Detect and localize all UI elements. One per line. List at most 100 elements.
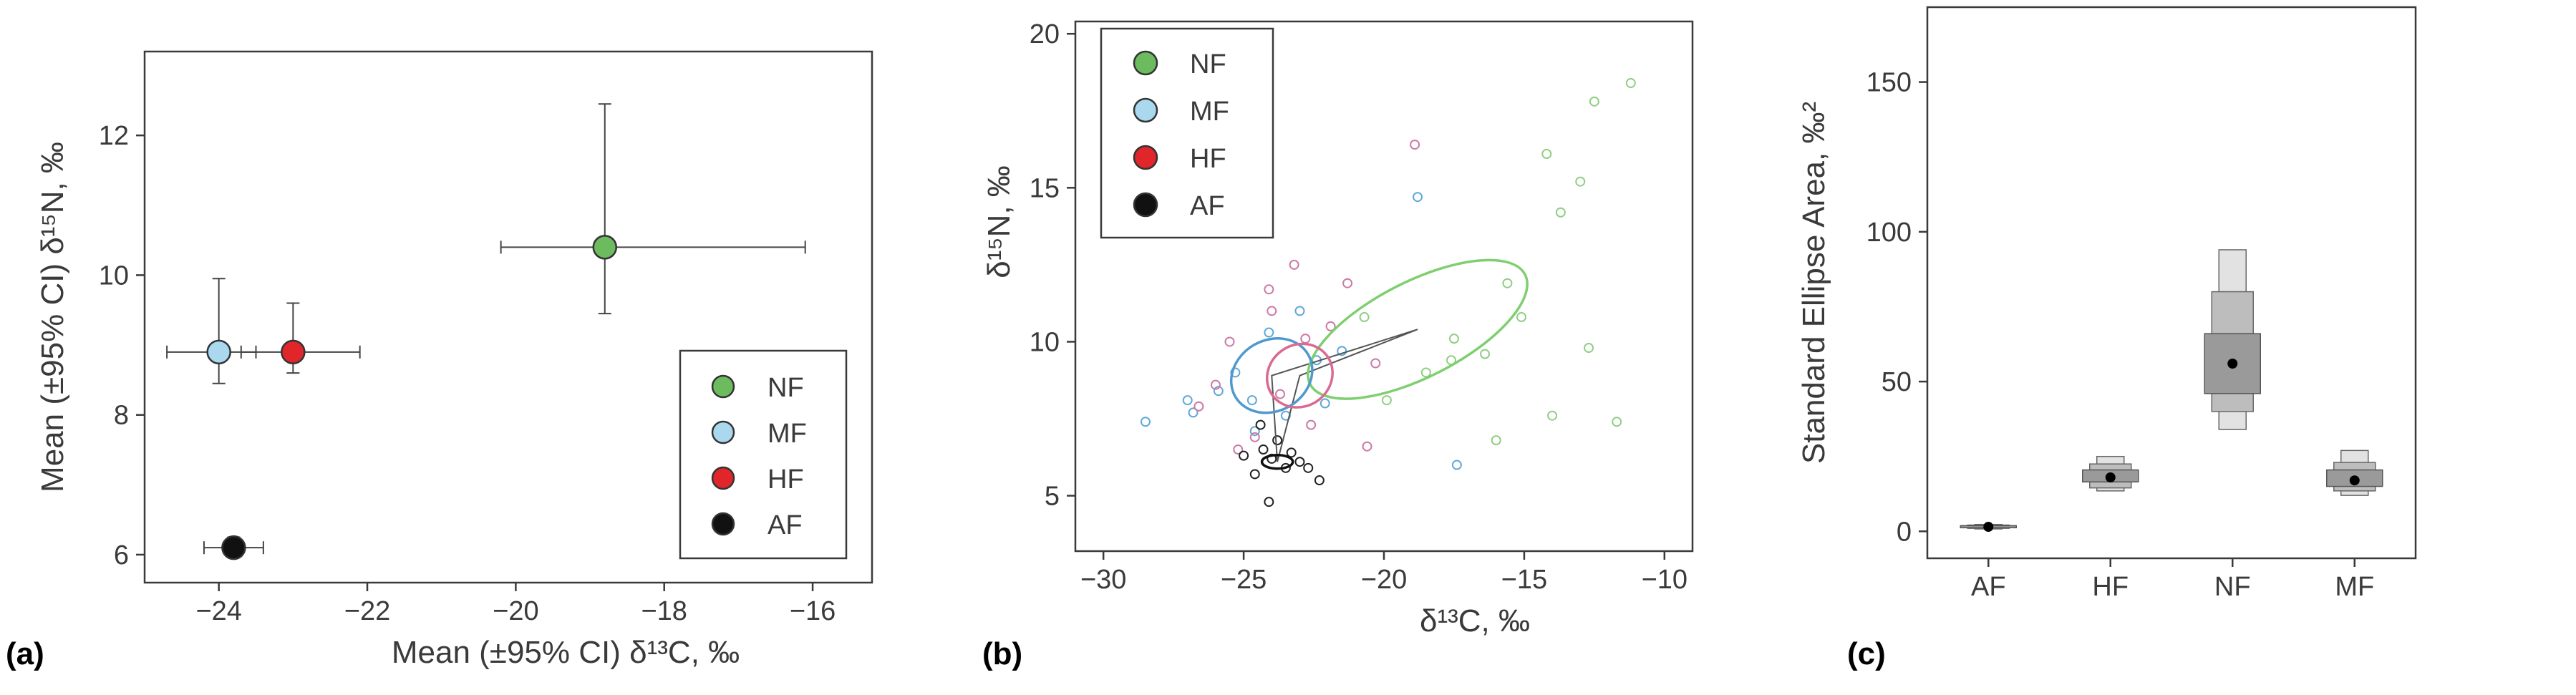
y-tick-label: 10 [99,261,129,291]
legend-label-hf: HF [768,465,804,495]
data-point-hf [1233,444,1244,455]
y-tick-label: 15 [1030,173,1060,203]
data-point-af [1264,497,1274,507]
data-point-mf [1188,407,1199,418]
data-point-nf [1625,78,1636,89]
data-point-nf [1420,367,1431,378]
data-point-nf [1612,417,1622,427]
data-point-hf [1300,334,1311,344]
data-point-mf [1213,386,1224,397]
y-axis-label: Standard Ellipse Area, ‰² [1796,102,1831,464]
y-tick-label: 6 [114,540,129,570]
mean-point-af [221,535,246,560]
legend-label-nf: NF [768,373,804,403]
data-point-hf [1362,441,1372,452]
legend-box [1100,27,1274,239]
panel-b-isotope-biplot: −30 −25 −20 −15 −10 5 10 15 20 δ¹³C, ‰ δ¹⁵N, ‰ (b) N… [982,19,1694,671]
legend-marker-af [711,512,735,536]
data-point-af [1239,450,1249,461]
data-point-nf [1491,435,1501,446]
data-point-mf [1230,367,1241,378]
data-point-hf [1289,259,1299,270]
legend-label-mf: MF [1190,97,1229,127]
data-point-mf [1140,417,1151,427]
y-tick-label: 20 [1030,19,1060,49]
panel-letter-a: (a) [6,636,44,671]
legend-marker-af [1133,192,1158,218]
data-point-nf [1516,312,1526,323]
y-tick-label: 150 [1866,68,1912,98]
x-tick-label: −20 [1361,565,1407,595]
plot-frame [143,50,873,584]
legend-marker-nf [1133,50,1158,76]
data-point-hf [1325,321,1336,331]
data-point-nf [1589,96,1599,107]
mode-point-mf [2349,475,2360,486]
data-point-nf [1502,278,1513,288]
data-point-af [1258,444,1269,455]
data-point-mf [1246,395,1257,406]
data-point-mf [1264,327,1274,338]
legend-label-af: AF [768,510,803,540]
data-point-af [1303,462,1314,473]
data-point-nf [1547,410,1558,421]
x-tick-label: −18 [641,596,687,626]
y-tick-label: 100 [1866,218,1912,248]
mode-point-nf [2227,358,2238,369]
data-point-nf [1575,176,1586,187]
data-point-mf [1413,192,1423,203]
legend-label-af: AF [1190,191,1225,221]
x-tick-label: −22 [344,596,390,626]
y-axis-label: Mean (±95% CI) δ¹⁵N, ‰ [35,142,70,492]
mode-point-hf [2105,472,2116,483]
x-tick-label-mf: MF [2335,572,2374,602]
y-tick-label: 5 [1045,482,1060,512]
x-tick-label-nf: NF [2214,572,2251,602]
y-axis-label: δ¹⁵N, ‰ [982,165,1017,278]
data-point-mf [1182,395,1193,406]
data-point-nf [1480,349,1491,359]
data-point-af [1255,419,1266,430]
x-tick-label: −10 [1642,565,1688,595]
data-point-af [1286,447,1297,458]
data-point-hf [1370,358,1381,369]
x-tick-label: −16 [790,596,836,626]
x-axis-label: Mean (±95% CI) δ¹³C, ‰ [392,635,740,670]
data-point-mf [1337,346,1347,356]
standard-ellipse-af [1260,454,1294,470]
data-point-nf [1555,207,1566,218]
data-point-nf [1359,312,1370,323]
legend-marker-hf [1133,145,1158,170]
data-point-hf [1224,336,1235,347]
data-point-af [1314,475,1325,486]
data-point-mf [1294,306,1305,316]
data-point-hf [1249,432,1260,442]
x-axis-label: δ¹³C, ‰ [1420,603,1530,638]
panel-c-ellipse-area: 0 50 100 150 Standard Ellipse Area, ‰² (c) AF H… [1796,6,2417,671]
legend-label-nf: NF [1190,49,1226,79]
legend-marker-mf [1133,97,1158,123]
panel-a-scatter: −24 −22 −20 −18 −16 6 8 10 12 Mean (±95% CI) δ¹³C… [6,50,873,671]
panel-letter-b: (b) [982,636,1022,671]
y-tick-label: 0 [1897,517,1912,547]
data-point-mf [1249,426,1260,437]
y-tick-label: 50 [1882,367,1912,397]
standard-ellipse-hf [1265,342,1334,409]
data-point-mf [1451,460,1462,470]
data-point-hf [1342,278,1353,288]
data-point-mf [1320,398,1330,409]
x-tick-label-hf: HF [2092,572,2129,602]
data-point-hf [1210,379,1221,390]
data-point-nf [1448,334,1459,344]
data-point-nf [1381,395,1392,406]
data-point-hf [1306,419,1317,430]
mode-point-af [1983,522,1994,533]
y-tick-label: 8 [114,401,129,431]
data-point-hf [1264,284,1274,295]
data-point-hf [1267,306,1277,316]
data-point-af [1294,457,1305,467]
y-tick-label: 10 [1030,327,1060,357]
legend-marker-nf [711,374,735,399]
data-point-nf [1541,149,1552,159]
x-tick-label: −25 [1221,565,1267,595]
